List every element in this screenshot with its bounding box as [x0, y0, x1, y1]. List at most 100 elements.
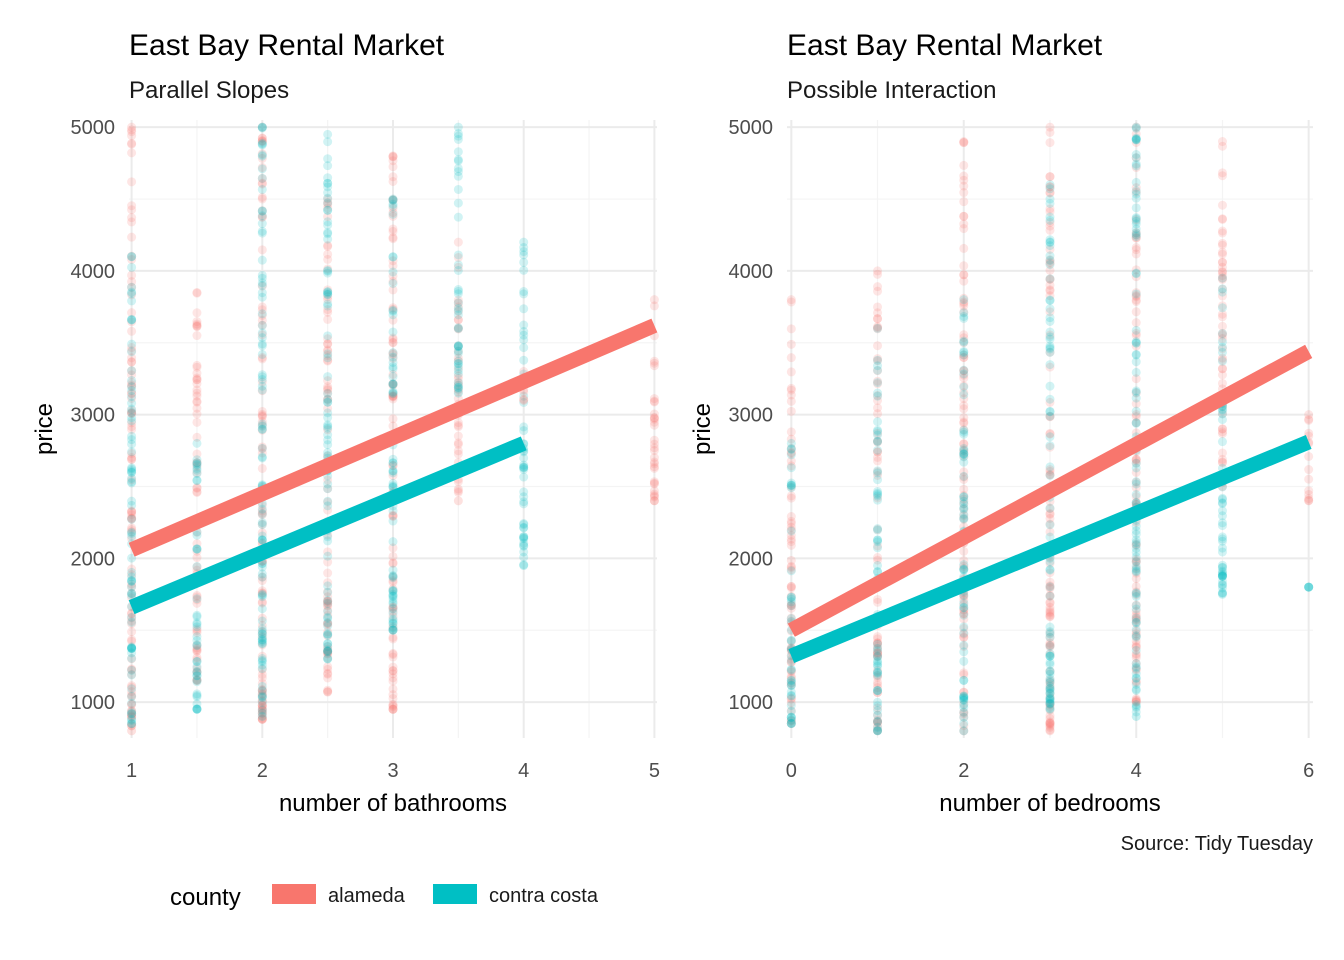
- data-point: [127, 314, 137, 324]
- data-point: [1131, 454, 1141, 464]
- data-point: [388, 586, 398, 596]
- data-point: [1131, 454, 1141, 464]
- data-point: [1131, 183, 1141, 193]
- data-point: [127, 576, 137, 586]
- data-point: [323, 301, 333, 311]
- data-point: [1045, 332, 1055, 342]
- data-point: [1217, 570, 1227, 580]
- data-point: [453, 260, 463, 270]
- data-point: [519, 460, 529, 470]
- data-point: [192, 375, 202, 385]
- point-column: [257, 122, 267, 721]
- data-point: [192, 619, 202, 629]
- data-point: [127, 148, 137, 158]
- data-point: [1131, 587, 1141, 597]
- data-point: [1131, 224, 1141, 234]
- data-point: [873, 396, 883, 406]
- data-point: [786, 680, 796, 690]
- data-point: [959, 687, 969, 697]
- data-point: [127, 466, 137, 476]
- data-point: [1131, 203, 1141, 213]
- data-point: [1131, 357, 1141, 367]
- x-tick-label: 2: [958, 760, 969, 782]
- data-point: [1217, 571, 1227, 581]
- data-point: [1217, 448, 1227, 458]
- data-point: [453, 252, 463, 262]
- data-point: [323, 621, 333, 631]
- data-point: [1045, 703, 1055, 713]
- data-point: [786, 706, 796, 716]
- data-point: [257, 635, 267, 645]
- data-point: [257, 137, 267, 147]
- data-point: [786, 636, 796, 646]
- data-point: [323, 178, 333, 188]
- data-point: [1217, 536, 1227, 546]
- data-point: [323, 220, 333, 230]
- data-point: [959, 608, 969, 618]
- data-point: [323, 228, 333, 238]
- data-point: [453, 356, 463, 366]
- data-point: [127, 714, 137, 724]
- x-axis-title: number of bedrooms: [939, 790, 1160, 817]
- data-point: [192, 396, 202, 406]
- data-point: [192, 417, 202, 427]
- data-point: [873, 677, 883, 687]
- data-point: [1045, 725, 1055, 735]
- data-point: [959, 712, 969, 722]
- data-point: [1045, 583, 1055, 593]
- fit-line-contra-costa: [128, 436, 527, 615]
- data-point: [388, 362, 398, 372]
- data-point: [323, 578, 333, 588]
- data-point: [786, 680, 796, 690]
- data-point: [127, 670, 137, 680]
- data-point: [453, 422, 463, 432]
- data-point: [323, 557, 333, 567]
- data-point: [873, 666, 883, 676]
- data-point: [1217, 321, 1227, 331]
- data-point: [323, 475, 333, 485]
- data-point: [1045, 686, 1055, 696]
- data-point: [959, 629, 969, 639]
- data-point: [519, 533, 529, 543]
- data-point: [323, 613, 333, 623]
- data-point: [1131, 540, 1141, 550]
- data-point: [192, 397, 202, 407]
- data-point: [453, 155, 463, 165]
- data-point: [873, 388, 883, 398]
- data-point: [1045, 235, 1055, 245]
- data-point: [1217, 409, 1227, 419]
- data-point: [257, 228, 267, 238]
- data-point: [127, 366, 137, 376]
- data-point: [323, 547, 333, 557]
- data-point: [1045, 441, 1055, 451]
- data-point: [1045, 429, 1055, 439]
- data-point: [1131, 639, 1141, 649]
- data-point: [649, 413, 659, 423]
- data-point: [453, 265, 463, 275]
- data-point: [959, 499, 969, 509]
- data-point: [786, 561, 796, 571]
- data-point: [257, 354, 267, 364]
- data-point: [786, 675, 796, 685]
- data-point: [388, 369, 398, 379]
- data-point: [873, 324, 883, 334]
- data-point: [1217, 301, 1227, 311]
- data-point: [519, 540, 529, 550]
- data-point: [127, 405, 137, 415]
- data-point: [786, 478, 796, 488]
- data-point: [192, 476, 202, 486]
- data-point: [323, 645, 333, 655]
- data-point: [959, 691, 969, 701]
- data-point: [323, 605, 333, 615]
- data-point: [323, 440, 333, 450]
- data-point: [257, 691, 267, 701]
- data-point: [959, 514, 969, 524]
- data-point: [257, 133, 267, 143]
- data-point: [519, 464, 529, 474]
- data-point: [192, 487, 202, 497]
- data-point: [873, 269, 883, 279]
- data-point: [1217, 499, 1227, 509]
- data-point: [873, 567, 883, 577]
- data-point: [1304, 414, 1314, 424]
